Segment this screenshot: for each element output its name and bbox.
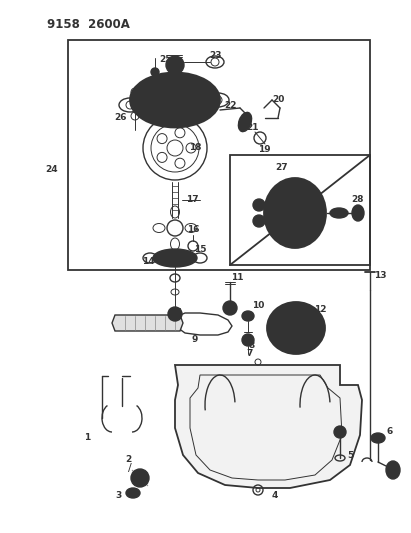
Circle shape [253, 199, 265, 211]
Bar [230, 155, 370, 265]
Ellipse shape [330, 208, 348, 218]
Text: 20: 20 [272, 95, 284, 104]
Text: 14: 14 [142, 257, 154, 266]
Text: 17: 17 [186, 196, 199, 205]
Circle shape [166, 56, 184, 74]
Text: /: / [128, 463, 132, 473]
Text: 27: 27 [276, 164, 288, 173]
Ellipse shape [126, 488, 140, 498]
Ellipse shape [130, 72, 220, 127]
Ellipse shape [264, 178, 326, 248]
Text: 16: 16 [187, 225, 199, 235]
Circle shape [287, 205, 303, 221]
Text: 1: 1 [84, 433, 90, 442]
Text: 26: 26 [114, 114, 126, 123]
Circle shape [223, 301, 237, 315]
Ellipse shape [153, 249, 197, 267]
Circle shape [253, 215, 265, 227]
Text: 9: 9 [192, 335, 198, 344]
Circle shape [290, 322, 302, 334]
Text: 9158  2600A: 9158 2600A [47, 18, 130, 31]
Ellipse shape [302, 329, 313, 342]
Text: 5: 5 [347, 450, 353, 459]
Text: 24: 24 [46, 166, 58, 174]
Circle shape [151, 68, 159, 76]
Text: 25: 25 [159, 55, 171, 64]
Ellipse shape [267, 302, 325, 354]
Polygon shape [175, 365, 362, 488]
Ellipse shape [238, 112, 252, 132]
Text: 7: 7 [247, 350, 253, 359]
Text: 28: 28 [352, 196, 364, 205]
Circle shape [242, 334, 254, 346]
Ellipse shape [299, 215, 313, 229]
Ellipse shape [352, 205, 364, 221]
Text: 22: 22 [224, 101, 236, 109]
Text: 4: 4 [272, 490, 278, 499]
Text: 2: 2 [125, 456, 131, 464]
Text: 13: 13 [374, 271, 386, 279]
Text: 6: 6 [387, 427, 393, 437]
Ellipse shape [299, 197, 313, 211]
Circle shape [334, 426, 346, 438]
Text: 18: 18 [189, 143, 201, 152]
Text: 10: 10 [252, 301, 264, 310]
Circle shape [131, 469, 149, 487]
Ellipse shape [242, 311, 254, 321]
Text: 11: 11 [231, 273, 243, 282]
Circle shape [168, 307, 182, 321]
Text: 19: 19 [258, 146, 270, 155]
Polygon shape [112, 315, 183, 331]
Ellipse shape [302, 313, 313, 326]
Text: 15: 15 [194, 246, 206, 254]
Text: 23: 23 [209, 51, 221, 60]
Text: 3: 3 [115, 491, 121, 500]
Text: 8: 8 [249, 341, 255, 350]
Ellipse shape [386, 461, 400, 479]
Ellipse shape [303, 205, 315, 221]
Text: 21: 21 [246, 124, 258, 133]
Bar [68, 40, 370, 270]
Text: 12: 12 [314, 305, 326, 314]
Ellipse shape [305, 321, 315, 335]
Ellipse shape [371, 433, 385, 443]
